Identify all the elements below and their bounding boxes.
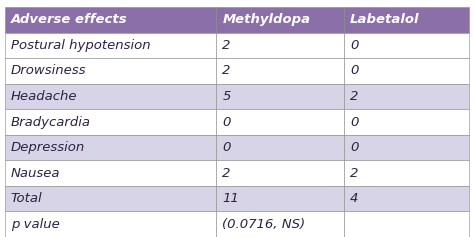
Text: 2: 2 bbox=[222, 64, 231, 77]
Text: 0: 0 bbox=[350, 116, 358, 128]
Text: 0: 0 bbox=[350, 64, 358, 77]
Bar bbox=[5, 33, 216, 58]
Bar bbox=[344, 33, 469, 58]
Text: 4: 4 bbox=[350, 192, 358, 205]
Bar bbox=[5, 160, 216, 186]
Bar bbox=[216, 211, 344, 237]
Text: Methyldopa: Methyldopa bbox=[222, 13, 310, 26]
Text: 2: 2 bbox=[222, 167, 231, 180]
Bar bbox=[5, 84, 216, 109]
Text: p value: p value bbox=[11, 218, 60, 231]
Text: 2: 2 bbox=[350, 90, 358, 103]
Bar bbox=[216, 84, 344, 109]
Text: 0: 0 bbox=[222, 141, 231, 154]
Text: 0: 0 bbox=[222, 116, 231, 128]
Bar bbox=[344, 211, 469, 237]
Bar bbox=[216, 58, 344, 84]
Text: Labetalol: Labetalol bbox=[350, 13, 419, 26]
Bar bbox=[216, 135, 344, 160]
Text: 2: 2 bbox=[350, 167, 358, 180]
Bar bbox=[344, 135, 469, 160]
Text: 2: 2 bbox=[222, 39, 231, 52]
Text: 5: 5 bbox=[222, 90, 231, 103]
Text: (0.0716, NS): (0.0716, NS) bbox=[222, 218, 305, 231]
Bar bbox=[344, 7, 469, 33]
Text: Headache: Headache bbox=[11, 90, 77, 103]
Bar bbox=[216, 7, 344, 33]
Text: Depression: Depression bbox=[11, 141, 85, 154]
Text: Nausea: Nausea bbox=[11, 167, 60, 180]
Text: Bradycardia: Bradycardia bbox=[11, 116, 91, 128]
Bar bbox=[344, 186, 469, 211]
Bar bbox=[216, 186, 344, 211]
Bar bbox=[216, 109, 344, 135]
Bar bbox=[5, 109, 216, 135]
Bar bbox=[5, 211, 216, 237]
Bar bbox=[5, 186, 216, 211]
Text: 11: 11 bbox=[222, 192, 239, 205]
Bar bbox=[344, 84, 469, 109]
Text: 0: 0 bbox=[350, 39, 358, 52]
Text: Postural hypotension: Postural hypotension bbox=[11, 39, 151, 52]
Text: 0: 0 bbox=[350, 141, 358, 154]
Text: Adverse effects: Adverse effects bbox=[11, 13, 128, 26]
Bar bbox=[5, 135, 216, 160]
Bar bbox=[5, 58, 216, 84]
Bar bbox=[344, 160, 469, 186]
Bar bbox=[5, 7, 216, 33]
Bar bbox=[344, 109, 469, 135]
Text: Drowsiness: Drowsiness bbox=[11, 64, 86, 77]
Bar bbox=[216, 33, 344, 58]
Bar bbox=[344, 58, 469, 84]
Text: Total: Total bbox=[11, 192, 43, 205]
Bar bbox=[216, 160, 344, 186]
